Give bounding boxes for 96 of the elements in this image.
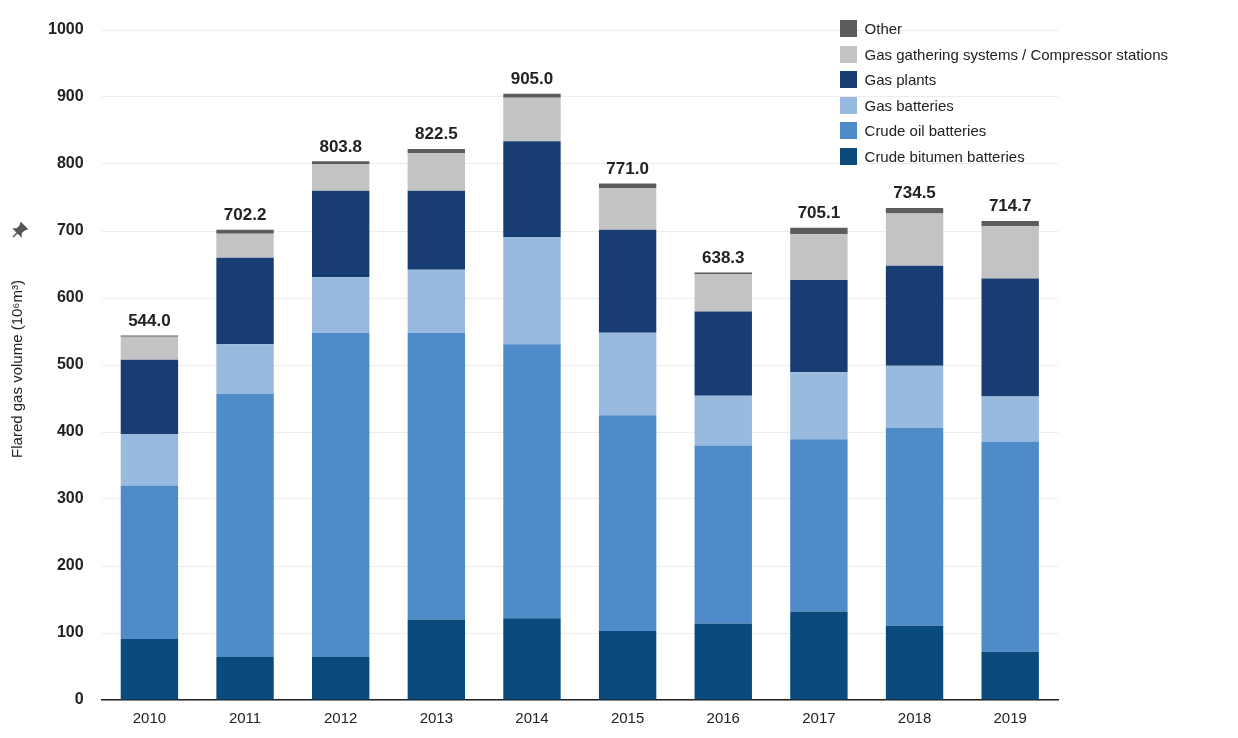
- legend-label: Gas batteries: [864, 96, 954, 114]
- bar: [216, 257, 274, 345]
- bar: [694, 311, 752, 396]
- x-tick-label: 2015: [610, 709, 645, 727]
- bar: [216, 233, 274, 258]
- bar: [790, 234, 848, 280]
- total-label: 702.2: [223, 204, 267, 224]
- bar: [503, 97, 561, 142]
- bar: [790, 611, 848, 700]
- bar: [981, 220, 1039, 227]
- total-label: 544.0: [128, 310, 171, 330]
- bar: [981, 651, 1039, 700]
- bar: [981, 441, 1039, 652]
- bar: [312, 332, 370, 658]
- bar: [981, 226, 1039, 279]
- bar: [885, 427, 944, 626]
- legend-label: Gas plants: [864, 71, 937, 89]
- bar: [598, 332, 657, 416]
- bar: [120, 336, 179, 360]
- y-tick-label: 100: [56, 623, 84, 641]
- y-tick-label: 400: [56, 422, 84, 440]
- bar: [216, 657, 274, 700]
- x-tick-label: 2011: [228, 709, 262, 727]
- legend-label: Other: [864, 20, 903, 38]
- bar: [312, 190, 370, 278]
- bar: [407, 269, 466, 333]
- bar: [598, 229, 657, 333]
- bar: [120, 485, 179, 640]
- bar: [120, 639, 179, 700]
- bar: [503, 618, 561, 700]
- total-label: 638.3: [701, 247, 745, 267]
- total-label: 705.1: [797, 202, 841, 222]
- bar: [120, 359, 179, 435]
- bar: [885, 213, 944, 266]
- bar: [694, 273, 752, 312]
- bar: [407, 332, 466, 620]
- bar: [407, 148, 466, 154]
- total-label: 734.5: [893, 183, 936, 203]
- bar: [598, 188, 657, 230]
- bar: [312, 164, 370, 191]
- bar: [885, 207, 944, 214]
- total-label: 714.7: [988, 196, 1032, 216]
- x-tick-label: 2017: [802, 709, 836, 727]
- bar: [790, 279, 848, 373]
- bar: [312, 161, 370, 164]
- bar: [503, 237, 561, 345]
- legend-label: Gas gathering systems / Compressor stations: [864, 45, 1168, 63]
- bar: [790, 227, 848, 235]
- y-tick-label: 200: [56, 556, 84, 574]
- bar: [216, 344, 274, 394]
- bar: [598, 415, 657, 631]
- bar: [981, 278, 1039, 397]
- bar: [694, 623, 752, 700]
- bar: [312, 277, 370, 333]
- x-tick-label: 2016: [706, 709, 740, 727]
- legend-label: Crude bitumen batteries: [864, 147, 1025, 165]
- y-tick-label: 600: [56, 288, 84, 306]
- x-tick-label: 2013: [419, 709, 454, 727]
- bar: [598, 630, 657, 700]
- bar: [885, 265, 944, 366]
- bar: [790, 372, 848, 440]
- bar: [790, 439, 848, 612]
- bar: [407, 619, 466, 700]
- x-tick-label: 2014: [515, 709, 549, 727]
- x-tick-label: 2018: [897, 709, 932, 727]
- bar: [120, 434, 179, 486]
- y-axis-title: Flared gas volume (10⁶m³): [8, 280, 25, 458]
- bar: [694, 445, 752, 624]
- total-label: 905.0: [510, 68, 554, 88]
- y-tick-label: 300: [56, 489, 84, 507]
- y-tick-label: 900: [56, 87, 84, 105]
- bar: [216, 229, 274, 234]
- y-tick-label: 1000: [48, 20, 84, 38]
- bar: [694, 395, 752, 446]
- y-tick-label: 800: [56, 154, 84, 172]
- bar: [885, 625, 944, 700]
- bar: [216, 393, 274, 658]
- bar: [885, 365, 944, 428]
- total-label: 771.0: [606, 158, 649, 178]
- bar: [407, 153, 466, 191]
- bar: [312, 657, 370, 700]
- bar: [598, 183, 657, 189]
- y-tick-label: 700: [56, 221, 84, 239]
- total-label: 822.5: [415, 124, 458, 144]
- x-tick-label: 2019: [993, 709, 1027, 727]
- total-label: 803.8: [319, 136, 362, 156]
- bar: [981, 396, 1039, 442]
- bar: [503, 141, 561, 238]
- bar: [503, 344, 561, 619]
- bar: [503, 93, 561, 98]
- legend-label: Crude oil batteries: [864, 122, 987, 140]
- x-tick-label: 2010: [132, 709, 167, 727]
- bar: [407, 190, 466, 270]
- y-tick-label: 0: [74, 690, 84, 708]
- x-tick-label: 2012: [324, 709, 358, 727]
- y-tick-label: 500: [56, 355, 84, 373]
